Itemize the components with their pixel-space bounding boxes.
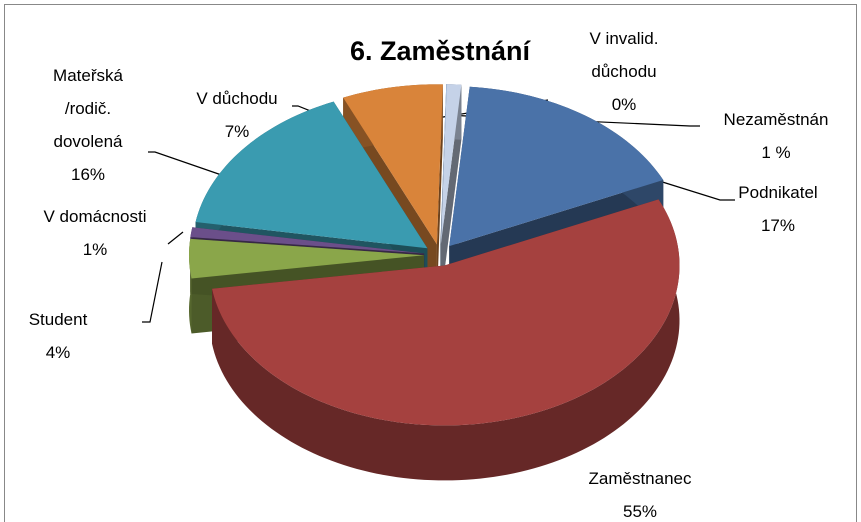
frame <box>4 4 857 522</box>
slice <box>440 84 462 300</box>
value-label: 1% <box>82 240 108 259</box>
category-label: Nezaměstnán <box>723 110 829 129</box>
leader <box>167 231 184 245</box>
value-label: 16% <box>70 165 106 184</box>
slice-top <box>190 227 425 254</box>
category-label: Student <box>28 310 88 329</box>
leader <box>142 261 163 323</box>
category-label: Zaměstnanec <box>588 469 692 488</box>
data-label: Podnikatel 17% <box>738 176 817 242</box>
slice-top <box>212 199 680 426</box>
pie <box>189 84 680 481</box>
value-label: 0% <box>611 95 637 114</box>
value-label: 55% <box>622 502 658 521</box>
data-label: Zaměstnanec 55% <box>589 462 692 522</box>
category-label: Mateřská /rodič. dovolená <box>53 66 123 151</box>
slice-top <box>440 84 462 245</box>
slice-top <box>189 238 425 279</box>
value-label: 7% <box>224 122 250 141</box>
slice-top <box>449 86 664 247</box>
slice-top <box>195 101 428 249</box>
slice-side <box>212 199 680 481</box>
slice-top <box>343 84 443 245</box>
data-label: Nezaměstnán 1 % <box>724 103 829 169</box>
value-label: 4% <box>45 343 71 362</box>
data-label: V invalid. důchodu 0% <box>569 22 679 121</box>
data-label: V důchodu 7% <box>196 82 277 148</box>
data-label: Mateřská /rodič. dovolená 16% <box>43 59 133 191</box>
leader <box>148 151 237 181</box>
data-label: V domácnosti 1% <box>44 200 147 266</box>
chart-title: 6. Zaměstnání <box>349 36 531 66</box>
value-label: 1 % <box>761 143 791 162</box>
slice <box>212 199 680 481</box>
data-label: Student 4% <box>29 303 88 369</box>
value-label: 17% <box>760 216 796 235</box>
category-label: V domácnosti <box>43 207 147 226</box>
category-label: Podnikatel <box>738 183 818 202</box>
category-label: V důchodu <box>196 89 278 108</box>
category-label: V invalid. důchodu <box>589 29 659 81</box>
